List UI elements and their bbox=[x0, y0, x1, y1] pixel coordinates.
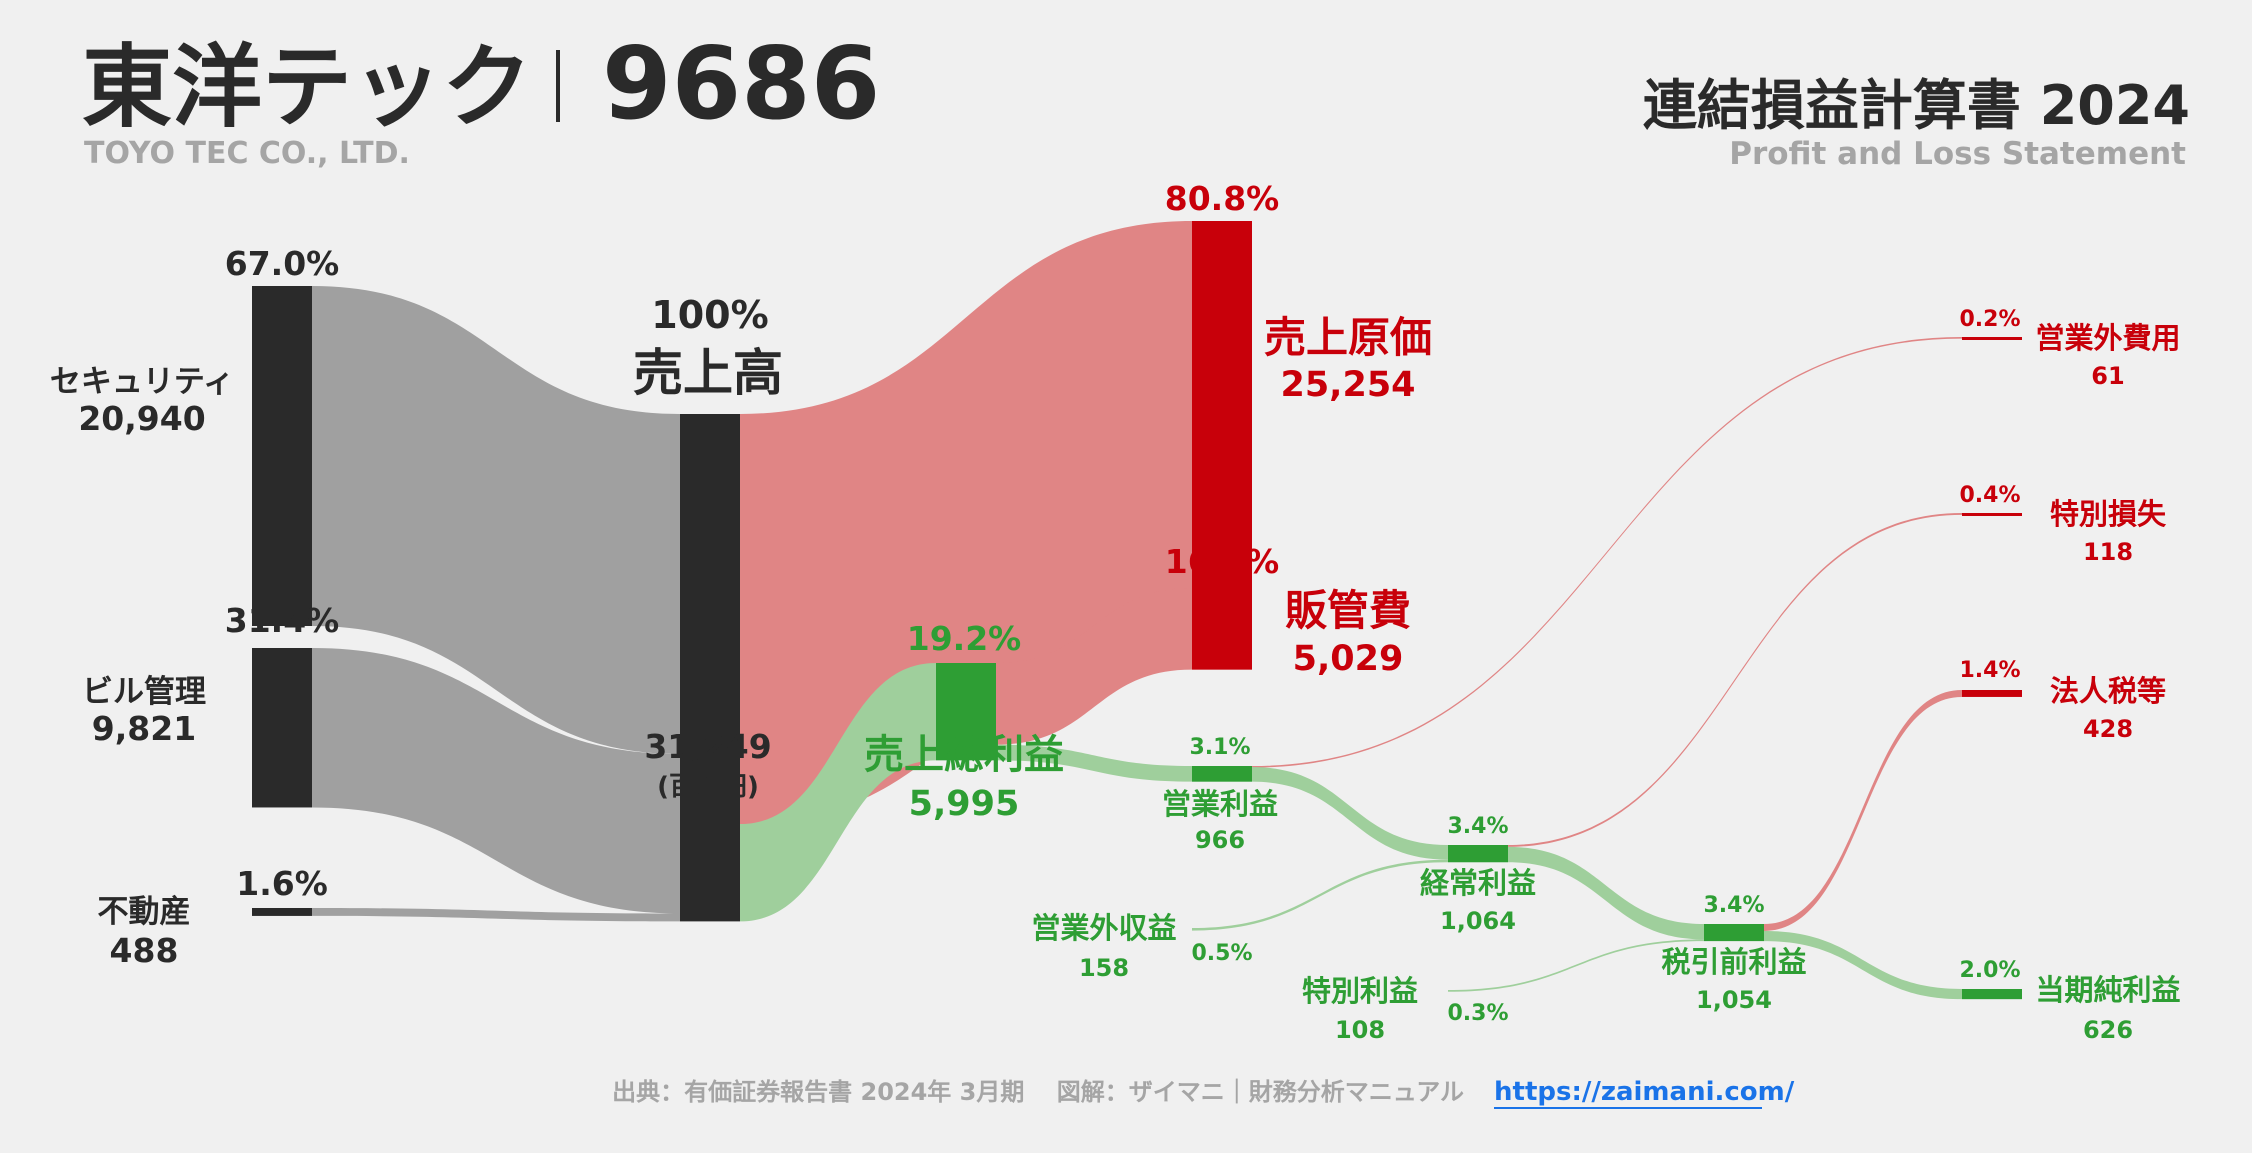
node-bar-pretax bbox=[1704, 924, 1764, 942]
company-name: 東洋テック bbox=[82, 35, 532, 140]
value-label-nonop-exp: 61 bbox=[2091, 362, 2124, 390]
node-label-realestate: 不動産 bbox=[98, 894, 191, 930]
sankey-flows bbox=[312, 221, 1962, 1000]
value-label-pretax: 1,054 bbox=[1696, 986, 1772, 1014]
pct-label-building: 31.4% bbox=[225, 601, 340, 640]
sankey-labels: 67.0% セキュリティ 20,940 31.4% ビル管理 9,821 1.6… bbox=[50, 179, 2181, 1044]
node-bar-security bbox=[252, 286, 312, 626]
node-bar-ext_loss bbox=[1962, 513, 2022, 516]
value-label-revenue: 31,249 bbox=[644, 727, 771, 766]
node-bar-revenue bbox=[680, 414, 740, 922]
pct-label-cogs: 80.8% bbox=[1165, 179, 1280, 218]
pct-label-security: 67.0% bbox=[225, 244, 340, 283]
node-label-pretax: 税引前利益 bbox=[1661, 945, 1806, 979]
node-bar-building bbox=[252, 648, 312, 808]
value-label-gross: 5,995 bbox=[909, 784, 1020, 824]
flow-gross-to-sga bbox=[996, 588, 1192, 745]
pct-label-ordinary: 3.4% bbox=[1447, 814, 1508, 839]
node-label-net: 当期純利益 bbox=[2035, 973, 2180, 1007]
source-note: 出典：有価証券報告書 2024年 3月期 図解：ザイマニ｜財務分析マニュアル bbox=[612, 1078, 1464, 1106]
node-label-cogs: 売上原価 bbox=[1264, 313, 1432, 362]
source-link[interactable]: https://zaimani.com/ bbox=[1494, 1077, 1795, 1107]
node-label-tax: 法人税等 bbox=[2050, 674, 2166, 708]
pct-label-pretax: 3.4% bbox=[1703, 893, 1764, 918]
pct-label-ext-gain: 0.3% bbox=[1447, 1001, 1508, 1026]
flow-ordinary-to-pretax bbox=[1508, 846, 1704, 940]
node-label-security: セキュリティ bbox=[50, 364, 234, 400]
stock-code: 9686 bbox=[602, 25, 880, 142]
flow-security-to-revenue bbox=[312, 286, 680, 754]
flow-op-to-nonop_exp bbox=[1252, 337, 1962, 768]
header-divider bbox=[556, 50, 560, 122]
company-name-en: TOYO TEC CO., LTD. bbox=[84, 136, 410, 171]
flow-revenue-to-cogs bbox=[740, 221, 1192, 825]
flow-building-to-revenue bbox=[312, 648, 680, 914]
value-label-building: 9,821 bbox=[92, 709, 196, 748]
statement-title-en: Profit and Loss Statement bbox=[1729, 136, 2186, 172]
node-label-ext-loss: 特別損失 bbox=[2050, 497, 2167, 531]
node-bar-realestate bbox=[252, 908, 312, 916]
value-label-cogs: 25,254 bbox=[1280, 365, 1415, 405]
flow-op-to-ordinary bbox=[1252, 766, 1448, 860]
pct-label-gross: 19.2% bbox=[907, 619, 1022, 658]
pct-label-net: 2.0% bbox=[1959, 958, 2020, 983]
value-label-realestate: 488 bbox=[110, 931, 179, 970]
pct-label-tax: 1.4% bbox=[1959, 658, 2020, 683]
value-label-sga: 5,029 bbox=[1293, 639, 1404, 679]
value-label-security: 20,940 bbox=[78, 399, 205, 438]
flow-pretax-to-net bbox=[1764, 930, 1962, 1000]
node-bar-nonop_exp bbox=[1962, 337, 2022, 340]
node-label-ordinary: 経常利益 bbox=[1420, 866, 1536, 900]
node-bar-ordinary bbox=[1448, 845, 1508, 863]
value-label-tax: 428 bbox=[2083, 715, 2133, 743]
flow-revenue-to-gross bbox=[740, 663, 936, 922]
statement-title: 連結損益計算書 2024 bbox=[1643, 74, 2190, 137]
node-label-revenue: 売上高 bbox=[633, 344, 783, 402]
unit-label: (百万円) bbox=[657, 772, 759, 802]
value-label-ext-gain: 108 bbox=[1335, 1016, 1385, 1044]
value-label-nonop-inc: 158 bbox=[1079, 954, 1129, 982]
value-label-op: 966 bbox=[1195, 826, 1245, 854]
pct-label-op: 3.1% bbox=[1189, 735, 1250, 760]
flow-realestate-to-revenue bbox=[312, 908, 680, 922]
pct-label-sga: 16.1% bbox=[1165, 542, 1280, 581]
source-link-underline bbox=[1494, 1107, 1762, 1109]
node-bar-gross bbox=[936, 663, 996, 761]
node-label-gross: 売上総利益 bbox=[864, 732, 1064, 778]
flow-nonop_inc-to-ordinary bbox=[1192, 859, 1448, 931]
node-label-sga: 販管費 bbox=[1285, 586, 1411, 635]
pct-label-ext-loss: 0.4% bbox=[1959, 483, 2020, 508]
node-bar-sga bbox=[1192, 588, 1252, 670]
value-label-net: 626 bbox=[2083, 1016, 2133, 1044]
node-bar-net bbox=[1962, 989, 2022, 1000]
flow-ext_gain-to-pretax bbox=[1448, 939, 1704, 992]
node-label-ext-gain: 特別利益 bbox=[1302, 974, 1418, 1008]
pct-label-realestate: 1.6% bbox=[236, 864, 328, 903]
flow-ordinary-to-ext_loss bbox=[1508, 513, 1962, 847]
flow-gross-to-op bbox=[996, 744, 1192, 782]
value-label-ext-loss: 118 bbox=[2083, 538, 2133, 566]
flow-pretax-to-tax bbox=[1764, 690, 1962, 931]
node-bar-op bbox=[1192, 766, 1252, 782]
pct-label-nonop-exp: 0.2% bbox=[1959, 307, 2020, 332]
pct-label-revenue: 100% bbox=[651, 293, 768, 337]
node-bar-cogs bbox=[1192, 221, 1252, 632]
node-label-op: 営業利益 bbox=[1162, 787, 1278, 821]
node-label-nonop-inc: 営業外収益 bbox=[1031, 911, 1176, 945]
node-label-nonop-exp: 営業外費用 bbox=[2035, 321, 2180, 355]
pct-label-nonop-inc: 0.5% bbox=[1191, 941, 1252, 966]
node-label-building: ビル管理 bbox=[82, 674, 206, 710]
sankey-nodes bbox=[252, 221, 2022, 1000]
value-label-ordinary: 1,064 bbox=[1440, 907, 1516, 935]
node-bar-tax bbox=[1962, 690, 2022, 697]
